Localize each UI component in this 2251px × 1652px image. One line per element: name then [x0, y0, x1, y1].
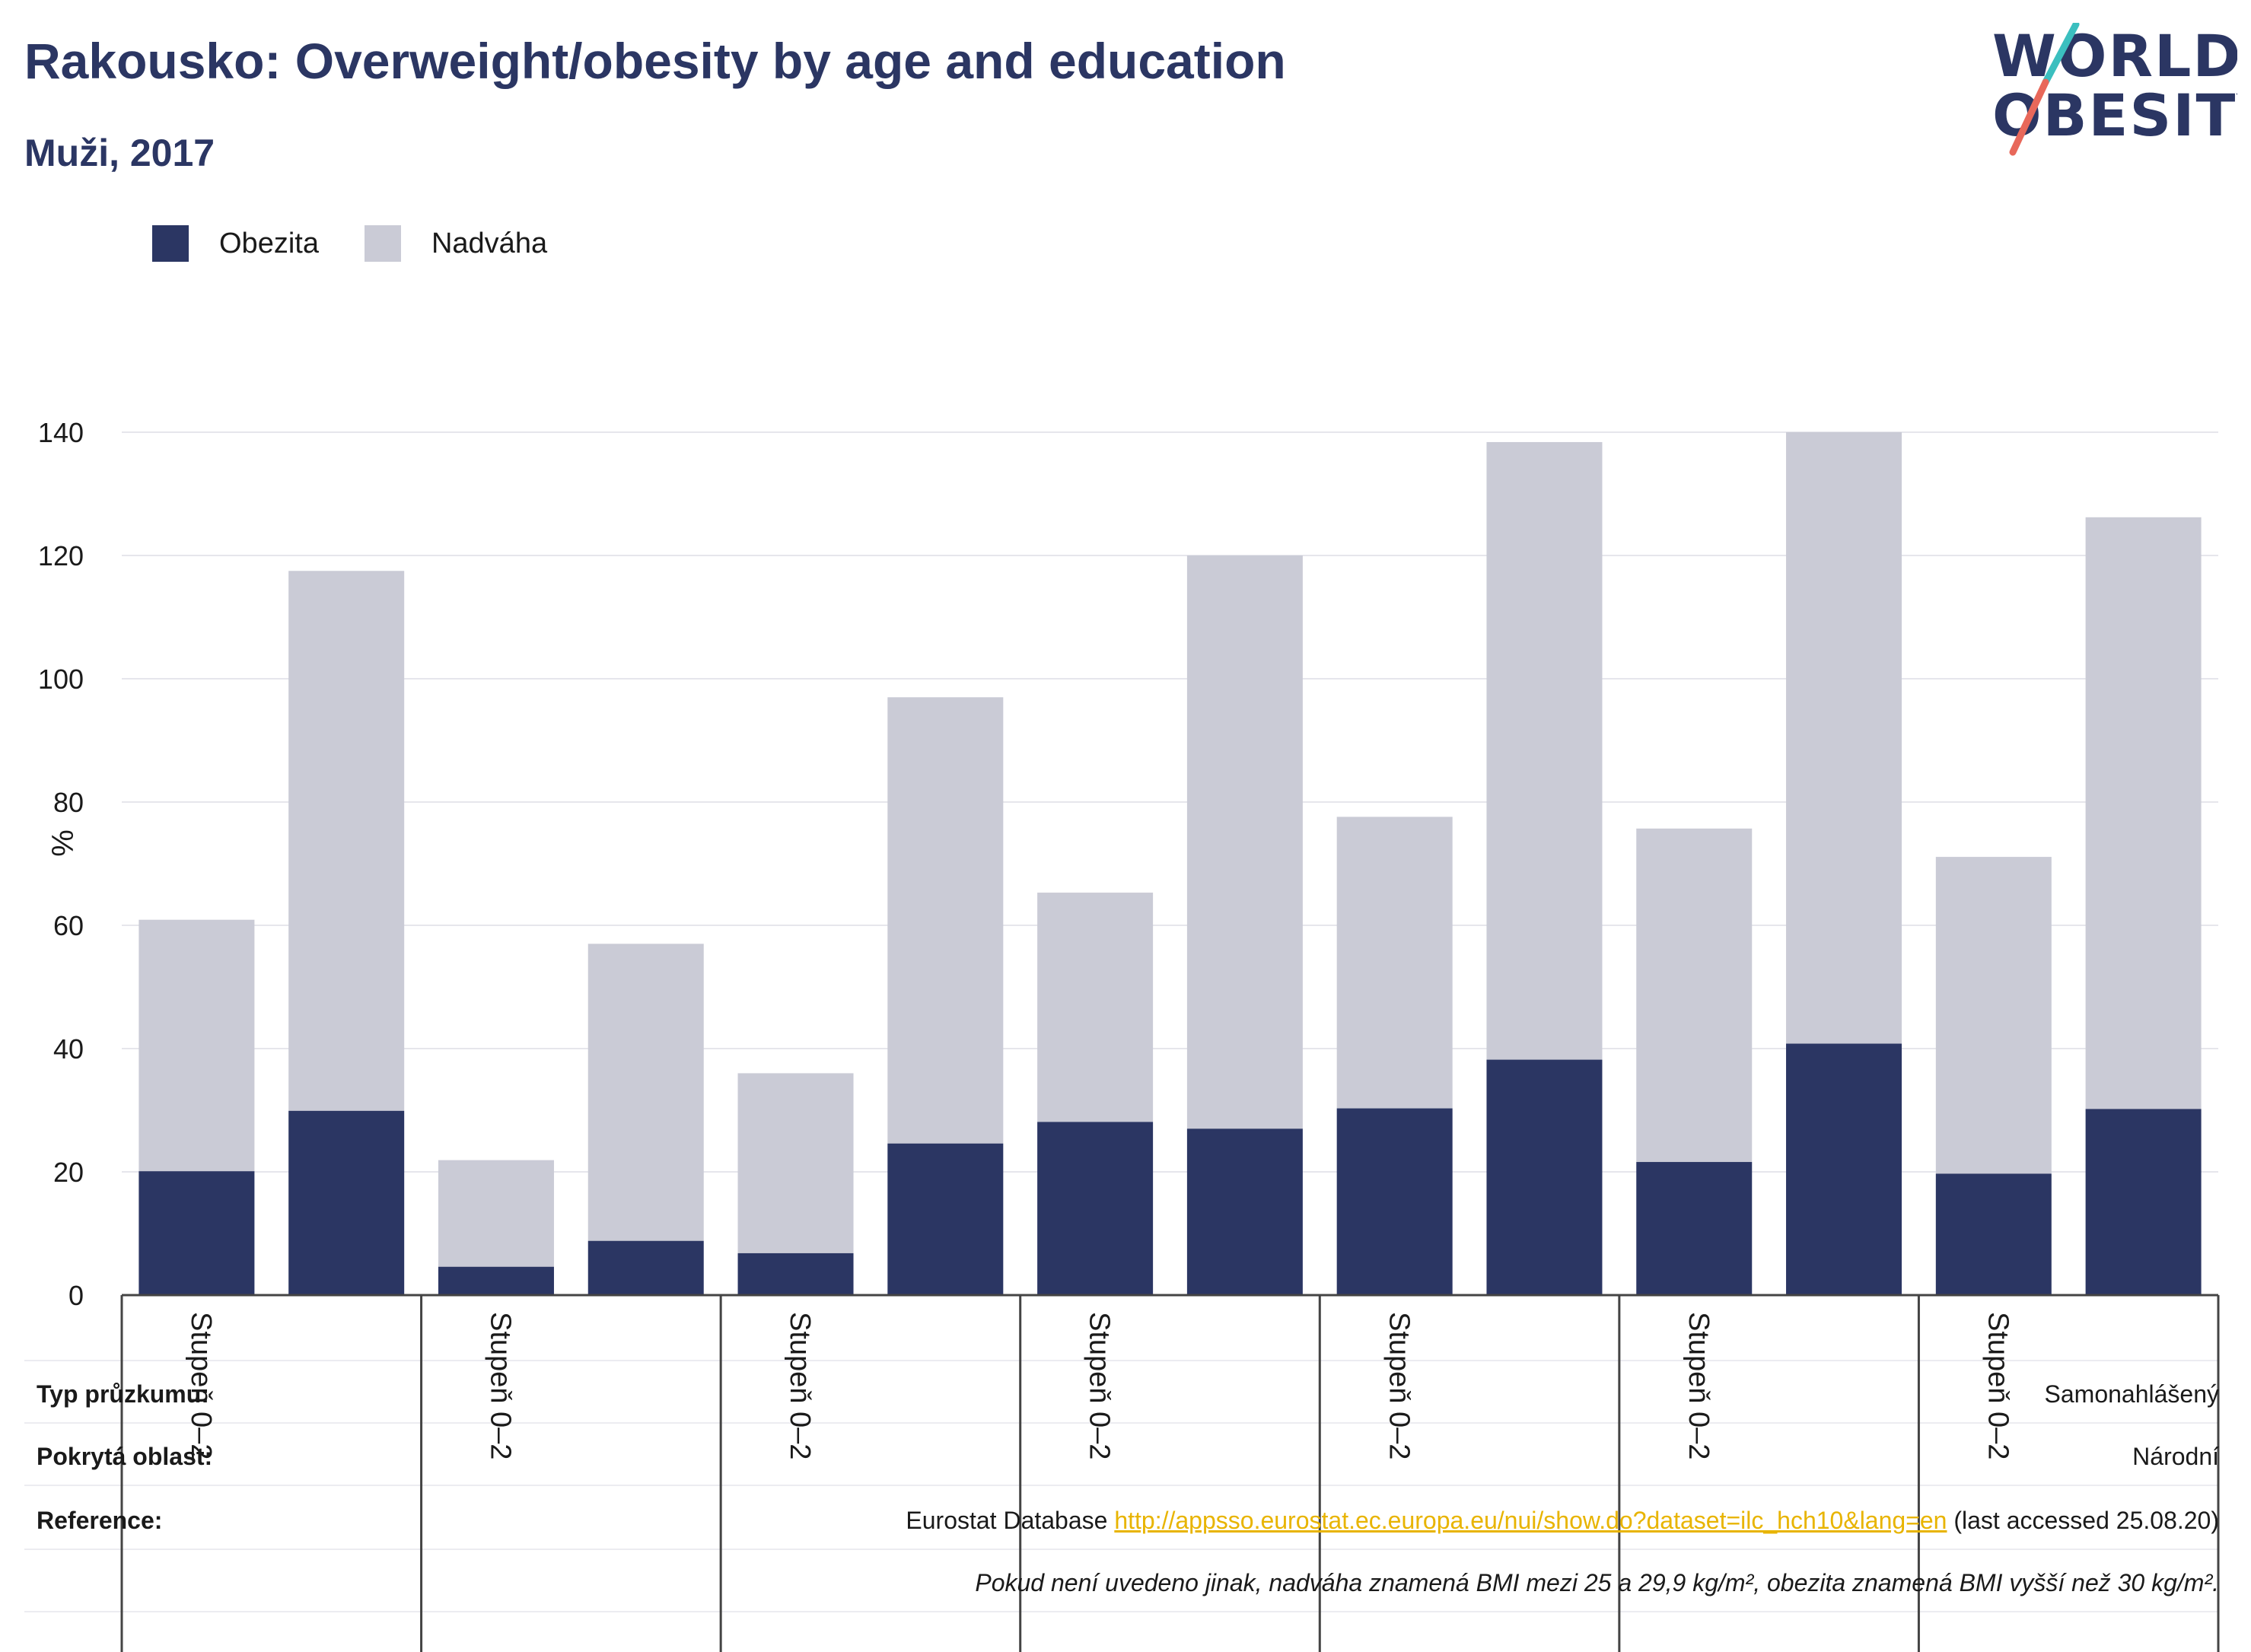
chart-subtitle: Muži, 2017	[24, 132, 215, 174]
y-tick-label: 120	[38, 540, 84, 571]
x-group-label: Stupeň 0–2	[1982, 1312, 2014, 1459]
world-obesity-logo: WORLD OBESITY	[1992, 23, 2237, 156]
chart-title: Rakousko: Overweight/obesity by age and …	[24, 33, 1286, 89]
bar-nadvaha	[438, 1160, 554, 1267]
legend: Obezita Nadváha	[152, 225, 593, 262]
bar-nadvaha	[587, 944, 704, 1241]
x-group-label: Stupeň 0–2	[185, 1312, 217, 1459]
area-label: Pokrytá oblast:	[37, 1443, 213, 1470]
x-group-label: Stupeň 0–2	[1383, 1312, 1415, 1459]
info-row-note: Pokud není uvedeno jinak, nadváha znamen…	[37, 1568, 2219, 1598]
y-tick-label: 20	[53, 1157, 84, 1188]
x-group-label: Stupeň 0–2	[784, 1312, 816, 1459]
y-tick-label: 40	[53, 1033, 84, 1065]
bar-obezita	[1037, 1122, 1154, 1295]
bar-nadvaha	[1037, 893, 1154, 1122]
legend-swatch-nadvaha	[364, 225, 401, 262]
legend-item-nadvaha[interactable]: Nadváha	[364, 225, 548, 262]
y-tick-label: 0	[68, 1280, 84, 1311]
bar-obezita	[2085, 1109, 2202, 1295]
y-tick-label: 100	[38, 664, 84, 695]
bar-nadvaha	[887, 697, 1004, 1144]
bar-obezita	[438, 1266, 554, 1295]
legend-label-nadvaha: Nadváha	[431, 227, 548, 259]
bar-obezita	[288, 1110, 405, 1295]
logo-slash-bottom	[2009, 78, 2049, 156]
bar-nadvaha	[1636, 828, 1753, 1163]
bar-nadvaha	[1336, 816, 1453, 1109]
reference-link[interactable]: http://appsso.eurostat.ec.europa.eu/nui/…	[1114, 1507, 1947, 1534]
y-axis-ticks: 0 20 40 60 80 100 120 140	[38, 417, 84, 1311]
bar-nadvaha	[1935, 857, 2052, 1174]
bar-nadvaha	[2085, 517, 2202, 1109]
bar-nadvaha	[1786, 432, 1902, 1044]
reference-suffix: (last accessed 25.08.20)	[1947, 1507, 2219, 1534]
info-row-reference: Reference: Eurostat Database http://apps…	[37, 1505, 2219, 1536]
bar-obezita	[1786, 1043, 1902, 1295]
bars	[138, 432, 2202, 1295]
x-axis: Stupeň 0–2 Stupeň 0–2 Stupeň 0–2 Stupeň 0–2…	[120, 1294, 2220, 1652]
logo-line1: WORLD	[1992, 23, 2237, 90]
bar-nadvaha	[288, 571, 405, 1111]
y-axis-label: %	[45, 829, 78, 857]
y-tick-label: 80	[53, 787, 84, 818]
bar-obezita	[1935, 1173, 2052, 1295]
y-tick-label: 140	[38, 417, 84, 448]
survey-type-label: Typ průzkumu:	[37, 1380, 209, 1408]
bar-obezita	[138, 1171, 255, 1295]
area-value: Národní	[2132, 1443, 2219, 1470]
bar-obezita	[1486, 1059, 1603, 1295]
bar-obezita	[1186, 1128, 1303, 1295]
bar-nadvaha	[737, 1073, 854, 1253]
logo-slash-top	[2042, 23, 2080, 86]
survey-type-value: Samonahlášený	[2044, 1380, 2219, 1408]
legend-label-obezita: Obezita	[219, 227, 319, 259]
info-row-survey-type: Typ průzkumu: Samonahlášený	[37, 1379, 2219, 1409]
x-group-label: Stupeň 0–2	[485, 1312, 517, 1459]
bar-obezita	[737, 1253, 854, 1295]
reference-value: Eurostat Database http://appsso.eurostat…	[906, 1505, 2219, 1536]
x-group-label: Stupeň 0–2	[1084, 1312, 1116, 1459]
legend-item-obezita[interactable]: Obezita	[152, 225, 319, 262]
legend-swatch-obezita	[152, 225, 189, 262]
bar-obezita	[887, 1143, 1004, 1295]
reference-prefix: Eurostat Database	[906, 1507, 1115, 1534]
definition-note: Pokud není uvedeno jinak, nadváha znamen…	[975, 1569, 2219, 1596]
reference-label: Reference:	[37, 1507, 163, 1534]
bar-nadvaha	[1186, 555, 1303, 1129]
bar-nadvaha	[1486, 441, 1603, 1060]
info-row-area: Pokrytá oblast: Národní	[37, 1441, 2219, 1472]
bar-obezita	[1636, 1162, 1753, 1295]
bar-obezita	[587, 1240, 704, 1295]
y-tick-label: 60	[53, 910, 84, 941]
bar-obezita	[1336, 1108, 1453, 1295]
bar-nadvaha	[138, 919, 255, 1172]
x-group-label: Stupeň 0–2	[1683, 1312, 1715, 1459]
